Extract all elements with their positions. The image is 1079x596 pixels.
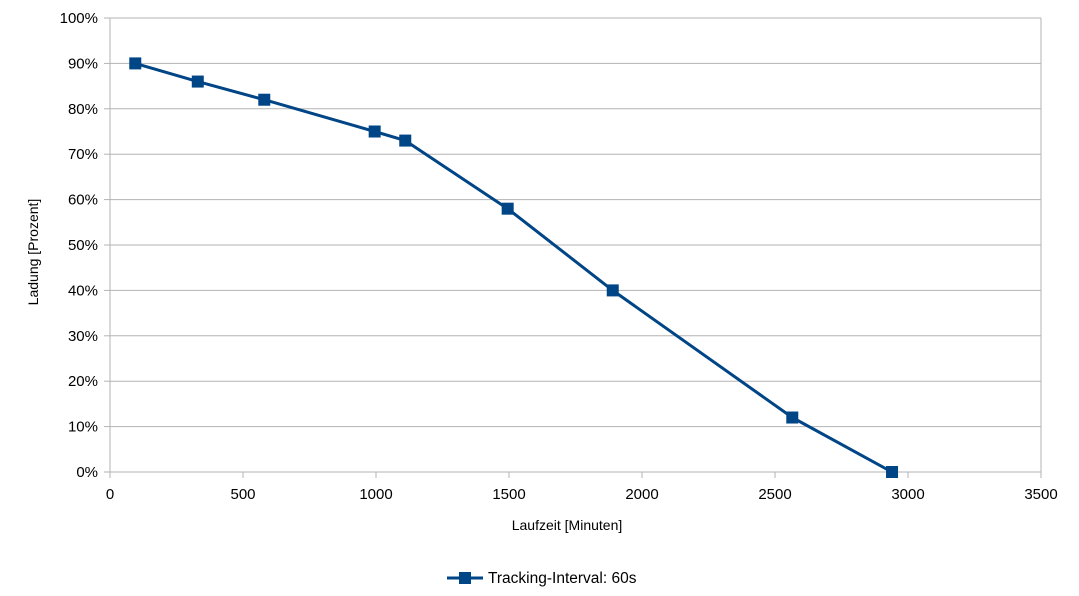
y-tick-label: 30% — [68, 328, 98, 345]
data-point — [368, 125, 381, 138]
series-line — [134, 61, 893, 474]
x-axis-title: Laufzeit [Minuten] — [512, 517, 623, 533]
data-point — [129, 57, 142, 70]
data-point — [399, 134, 412, 147]
y-tick-label: 40% — [68, 282, 98, 299]
x-tick-label: 3500 — [1024, 486, 1057, 503]
y-tick-label: 60% — [68, 192, 98, 209]
data-point — [886, 466, 899, 478]
y-tick-label: 0% — [76, 464, 98, 481]
data-point — [258, 93, 271, 106]
legend: Tracking-Interval: 60s — [447, 570, 637, 587]
data-point — [501, 202, 514, 215]
x-axis-ticks: 0 500 1000 1500 2000 2500 3000 3500 — [106, 472, 1058, 503]
data-point — [191, 75, 204, 88]
data-point — [606, 284, 619, 297]
x-tick-label: 500 — [230, 486, 255, 503]
x-tick-label: 3000 — [891, 486, 924, 503]
x-tick-label: 2500 — [758, 486, 791, 503]
y-tick-label: 100% — [60, 10, 98, 27]
series-layer — [129, 57, 899, 478]
x-tick-label: 2000 — [625, 486, 658, 503]
gridlines — [110, 17, 1041, 473]
y-axis-title: Ladung [Prozent] — [25, 199, 41, 306]
y-tick-label: 50% — [68, 237, 98, 254]
x-tick-label: 1500 — [492, 486, 525, 503]
legend-label: Tracking-Interval: 60s — [488, 570, 637, 587]
y-tick-label: 80% — [68, 101, 98, 118]
y-tick-label: 70% — [68, 146, 98, 163]
y-tick-label: 90% — [68, 55, 98, 72]
y-tick-label: 20% — [68, 373, 98, 390]
y-tick-label: 10% — [68, 419, 98, 436]
data-point — [786, 411, 799, 424]
x-tick-label: 1000 — [359, 486, 392, 503]
legend-marker — [459, 572, 471, 584]
x-tick-label: 0 — [106, 486, 114, 503]
y-axis-ticks: 0% 10% 20% 30% 40% 50% 60% 70% 80% 90% 100% — [60, 10, 110, 481]
